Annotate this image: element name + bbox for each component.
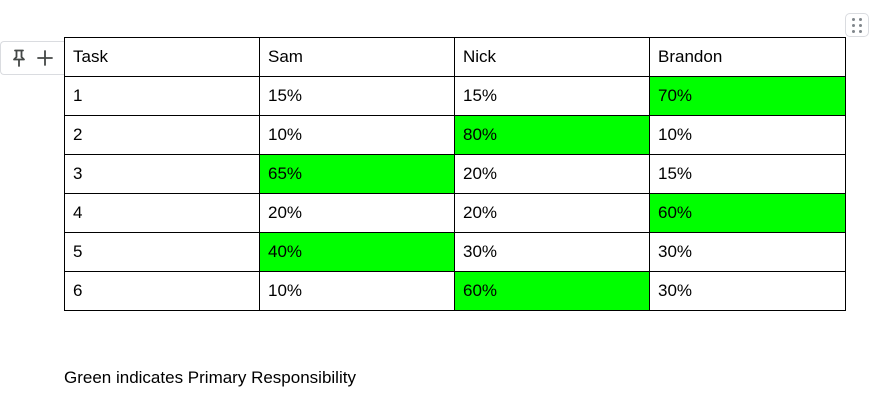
cell-nick[interactable]: 30% xyxy=(454,232,650,272)
cell-nick[interactable]: 20% xyxy=(454,154,650,194)
add-row-button[interactable] xyxy=(35,48,55,68)
header-row: Task Sam Nick Brandon xyxy=(64,37,846,77)
cell-nick[interactable]: 15% xyxy=(454,76,650,116)
table-row: 2 10% 80% 10% xyxy=(64,115,846,155)
cell-brandon[interactable]: 60% xyxy=(649,193,846,233)
table-row: 4 20% 20% 60% xyxy=(64,193,846,233)
header-task[interactable]: Task xyxy=(64,37,260,77)
responsibility-table: Task Sam Nick Brandon 1 15% 15% 70% 2 10% 80% 1… xyxy=(64,37,846,311)
cell-task[interactable]: 4 xyxy=(64,193,260,233)
header-brandon[interactable]: Brandon xyxy=(649,37,846,77)
cell-task[interactable]: 5 xyxy=(64,232,260,272)
cell-sam[interactable]: 65% xyxy=(259,154,455,194)
plus-icon xyxy=(37,50,53,66)
header-nick[interactable]: Nick xyxy=(454,37,650,77)
cell-sam[interactable]: 40% xyxy=(259,232,455,272)
header-sam[interactable]: Sam xyxy=(259,37,455,77)
cell-brandon[interactable]: 15% xyxy=(649,154,846,194)
table-drag-handle-icon[interactable] xyxy=(845,13,869,37)
cell-nick[interactable]: 20% xyxy=(454,193,650,233)
cell-brandon[interactable]: 30% xyxy=(649,271,846,311)
cell-brandon[interactable]: 70% xyxy=(649,76,846,116)
cell-nick[interactable]: 60% xyxy=(454,271,650,311)
cell-brandon[interactable]: 30% xyxy=(649,232,846,272)
cell-task[interactable]: 3 xyxy=(64,154,260,194)
table-row: 6 10% 60% 30% xyxy=(64,271,846,311)
cell-sam[interactable]: 15% xyxy=(259,76,455,116)
legend-note[interactable]: Green indicates Primary Responsibility xyxy=(64,368,356,387)
pin-icon xyxy=(13,49,25,67)
table-row: 1 15% 15% 70% xyxy=(64,76,846,116)
cell-sam[interactable]: 10% xyxy=(259,271,455,311)
table-row: 3 65% 20% 15% xyxy=(64,154,846,194)
cell-nick[interactable]: 80% xyxy=(454,115,650,155)
cell-task[interactable]: 6 xyxy=(64,271,260,311)
cell-task[interactable]: 2 xyxy=(64,115,260,155)
cell-brandon[interactable]: 10% xyxy=(649,115,846,155)
row-toolbar xyxy=(0,41,64,75)
cell-sam[interactable]: 10% xyxy=(259,115,455,155)
cell-sam[interactable]: 20% xyxy=(259,193,455,233)
table-row: 5 40% 30% 30% xyxy=(64,232,846,272)
cell-task[interactable]: 1 xyxy=(64,76,260,116)
pin-row-button[interactable] xyxy=(9,48,29,68)
